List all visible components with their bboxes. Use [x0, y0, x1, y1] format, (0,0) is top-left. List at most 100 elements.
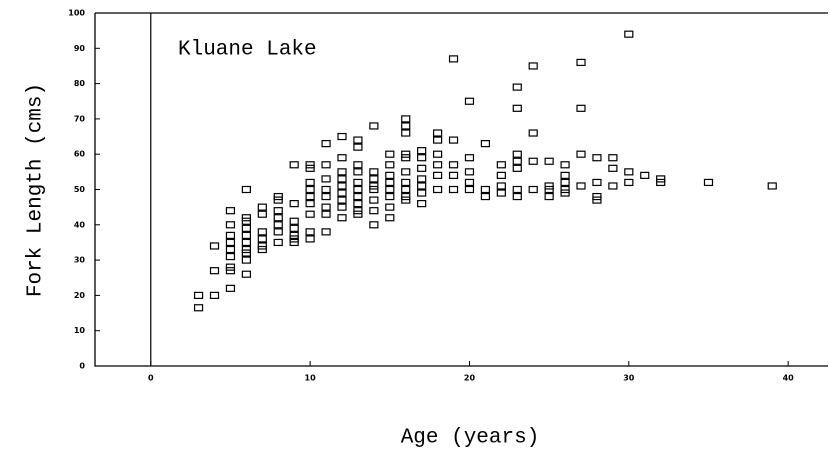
point [321, 203, 331, 211]
point [512, 83, 522, 91]
point [305, 210, 315, 218]
point [241, 231, 251, 239]
point [225, 207, 236, 215]
point [464, 97, 475, 105]
point [464, 154, 475, 162]
point [369, 168, 379, 176]
point [369, 175, 379, 183]
point [432, 129, 443, 137]
point [480, 192, 491, 201]
point [448, 55, 459, 63]
point [385, 171, 395, 179]
y-tick-label: 40 [74, 220, 86, 229]
point [496, 182, 506, 190]
point [512, 192, 522, 201]
point [225, 221, 236, 229]
point [417, 164, 427, 172]
point [417, 154, 427, 162]
point [273, 196, 283, 204]
point [337, 168, 347, 176]
point [337, 132, 347, 141]
point [528, 185, 538, 194]
point [385, 192, 395, 201]
x-tick-label: 40 [783, 374, 795, 383]
point [273, 238, 283, 247]
point [512, 104, 522, 112]
point [401, 185, 411, 194]
point [624, 30, 634, 38]
point [225, 267, 236, 275]
point [305, 178, 315, 187]
point [417, 182, 427, 190]
point [353, 161, 363, 169]
point [703, 178, 714, 187]
point [353, 210, 363, 218]
y-tick-label: 100 [68, 9, 85, 18]
point [321, 210, 331, 218]
point [528, 157, 538, 165]
point [528, 129, 538, 137]
point [353, 178, 363, 187]
point [401, 154, 411, 162]
point [193, 304, 204, 312]
point [385, 214, 395, 222]
point [656, 178, 666, 187]
point [321, 161, 331, 169]
point [209, 291, 220, 299]
point [257, 203, 267, 211]
y-tick-label: 50 [74, 185, 86, 194]
x-tick-label: 10 [305, 374, 317, 383]
point [480, 185, 491, 194]
point [767, 182, 777, 190]
point [385, 150, 395, 158]
point [512, 185, 522, 194]
point [480, 140, 491, 148]
point [385, 203, 395, 211]
point [225, 252, 236, 261]
point [528, 62, 538, 70]
point [432, 136, 443, 144]
point [608, 182, 618, 190]
point [401, 122, 411, 130]
point [241, 217, 251, 225]
point [576, 58, 586, 67]
point [624, 168, 634, 176]
point [496, 161, 506, 169]
y-tick-label: 0 [79, 362, 85, 371]
point [417, 147, 427, 155]
point [225, 238, 236, 247]
point [305, 164, 315, 172]
point [496, 189, 506, 197]
point [512, 150, 522, 158]
x-axis-label: Age (years) [401, 427, 540, 450]
point [241, 270, 251, 278]
point [401, 168, 411, 176]
point [273, 214, 283, 222]
point [353, 200, 363, 208]
point [544, 192, 554, 201]
point [432, 161, 443, 169]
point [353, 143, 363, 151]
point [560, 178, 570, 187]
point [241, 185, 251, 194]
point [624, 178, 634, 187]
point [544, 185, 554, 194]
plot-frame [94, 12, 828, 367]
point [448, 185, 459, 194]
point [353, 185, 363, 194]
point [353, 192, 363, 201]
point [592, 154, 602, 162]
point [257, 235, 267, 243]
point [560, 189, 570, 197]
point [305, 200, 315, 208]
point [337, 214, 347, 222]
point [337, 182, 347, 190]
point [464, 168, 475, 176]
point [576, 104, 586, 112]
point [289, 217, 299, 225]
point [369, 122, 379, 130]
point [592, 178, 602, 187]
point [209, 267, 220, 275]
point [273, 207, 283, 215]
point [257, 210, 267, 218]
